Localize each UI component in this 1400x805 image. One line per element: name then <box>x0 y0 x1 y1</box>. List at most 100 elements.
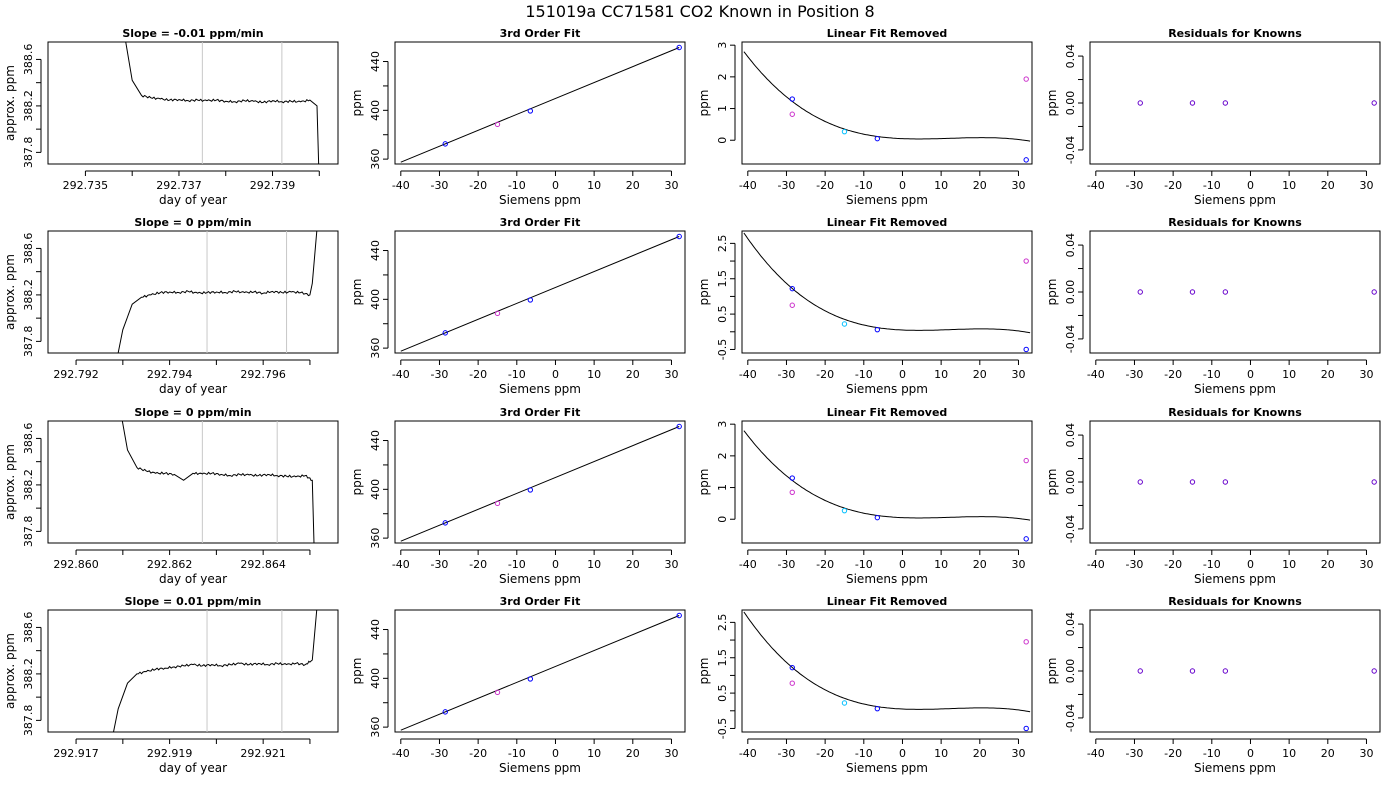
panel-2-2: 3rd Order Fit -40 -30 -20 -10 0 10 20 30 360 400 44… <box>350 216 686 396</box>
panel-2-4-plot-area <box>1137 289 1377 295</box>
panel-2-2-fit-line <box>400 236 680 352</box>
panel-4-3-x-tick-label: 30 <box>1011 747 1025 760</box>
panel-4-2-point <box>527 676 534 682</box>
panel-1-1-x-tick-label: 292.735 <box>63 179 109 192</box>
panel-3-4-plot-area <box>1137 479 1377 485</box>
panel-4-1-x-tick-label: 292.919 <box>147 747 193 760</box>
panel-2-1-x-tick-label: 292.796 <box>240 368 286 381</box>
panel-3-4-x-tick-label: -10 <box>1203 558 1221 571</box>
panel-2-4-title: Residuals for Knowns <box>1168 216 1302 229</box>
panel-1-2-y-tick-label: 360 <box>369 149 382 170</box>
panel-2-2-y-tick-label: 360 <box>369 338 382 359</box>
panel-1-1-y-tick-label: 388.2 <box>22 90 35 122</box>
panel-2-3-y-tick-label: -0.5 <box>716 339 729 360</box>
panel-4-3-y-label: ppm <box>697 658 711 685</box>
panel-4-3-title: Linear Fit Removed <box>827 595 948 608</box>
panel-4-4-x-tick-label: 10 <box>1282 747 1296 760</box>
panel-4-3-plot-area <box>743 611 1031 732</box>
panel-4-1-title: Slope = 0.01 ppm/min <box>125 595 262 608</box>
panel-1-3-point <box>789 96 795 102</box>
panel-3-4-x-tick-label: -40 <box>1087 558 1105 571</box>
panel-4-1-x-tick-label: 292.917 <box>53 747 99 760</box>
panel-2-2-point <box>676 233 682 240</box>
panel-4-4-x-tick-label: 20 <box>1321 747 1335 760</box>
panel-2-2-y-tick-label: 400 <box>369 289 382 310</box>
panel-1-3-y-tick-label: 1 <box>716 105 729 112</box>
panel-1-4-point <box>1137 100 1143 106</box>
panel-3-4-x-tick-label: -20 <box>1164 558 1182 571</box>
panel-4-3-x-tick-label: -30 <box>777 747 795 760</box>
panel-3-3-x-tick-label: -30 <box>777 558 795 571</box>
panel-2-3-x-label: Siemens ppm <box>846 382 928 396</box>
panel-1-3-y-tick-label: 0 <box>716 137 729 144</box>
panel-4-3: Linear Fit Removed -40 -30 -20 -10 0 10 20 30 -0.… <box>697 595 1033 775</box>
panel-2-1-x-tick-label: 292.794 <box>147 368 193 381</box>
panel-1-2-x-tick-label: -30 <box>430 179 448 192</box>
panel-3-1-y-label: approx. ppm <box>3 444 17 520</box>
panel-3-4-x-tick-label: 20 <box>1321 558 1335 571</box>
panel-4-4-x-tick-label: 0 <box>1247 747 1254 760</box>
panel-1-3-x-tick-label: -40 <box>739 179 757 192</box>
panel-2-4-point <box>1137 289 1143 295</box>
panel-4-4: Residuals for Knowns -40 -30 -20 -10 0 10 20 30 -… <box>1045 595 1381 775</box>
panel-2-2-frame <box>394 230 686 354</box>
panel-4-4-point <box>1137 668 1143 674</box>
panel-3-4-x-tick-label: 0 <box>1247 558 1254 571</box>
panel-3-2-x-tick-label: 20 <box>626 558 640 571</box>
panel-1-3-x-tick-label: -10 <box>855 179 873 192</box>
panel-1-2-point <box>442 141 448 147</box>
panel-1-3-x-tick-label: -20 <box>816 179 834 192</box>
panel-2-4-y-tick-label: -0.04 <box>1064 325 1077 353</box>
panel-3-2-point <box>494 500 501 507</box>
panel-4-3-y-tick-label: 1.5 <box>716 649 729 667</box>
panel-1-4-x-tick-label: -40 <box>1087 179 1105 192</box>
panel-1-1-x-label: day of year <box>159 193 227 207</box>
panel-4-2-plot-area <box>400 612 682 731</box>
panel-2-3-x-tick-label: 0 <box>899 368 906 381</box>
panel-3-4-x-tick-label: -30 <box>1125 558 1143 571</box>
panel-1-1-y-tick-label: 387.8 <box>22 137 35 169</box>
panel-2-4-y-label: ppm <box>1045 279 1059 306</box>
panel-4-1-x-tick-label: 292.921 <box>240 747 286 760</box>
panel-3-2-point <box>676 423 682 430</box>
panel-3-3-plot-area <box>743 430 1031 542</box>
panel-1-1-title: Slope = -0.01 ppm/min <box>122 27 263 40</box>
panel-2-4-x-tick-label: 30 <box>1359 368 1373 381</box>
panel-2-2-x-tick-label: 0 <box>552 368 559 381</box>
panel-2-4-x-label: Siemens ppm <box>1194 382 1276 396</box>
panel-2-3-x-tick-label: 20 <box>973 368 987 381</box>
panel-1-3-title: Linear Fit Removed <box>827 27 948 40</box>
panel-1-4-x-tick-label: 0 <box>1247 179 1254 192</box>
panel-3-2-plot-area <box>400 423 682 542</box>
panel-4-3-x-label: Siemens ppm <box>846 761 928 775</box>
panel-3-2: 3rd Order Fit -40 -30 -20 -10 0 10 20 30 360 400 44… <box>350 406 686 586</box>
panel-4-3-x-tick-label: 10 <box>934 747 948 760</box>
panel-1-3-x-label: Siemens ppm <box>846 193 928 207</box>
panel-4-1-y-label: approx. ppm <box>3 633 17 709</box>
panel-4-1: Slope = 0.01 ppm/min 292.917 292.919 292.92… <box>3 595 339 775</box>
panel-1-3-fit-curve <box>743 51 1031 142</box>
panel-1-3-y-tick-label: 2 <box>716 73 729 80</box>
panel-3-1-title: Slope = 0 ppm/min <box>134 406 251 419</box>
panel-4-2: 3rd Order Fit -40 -30 -20 -10 0 10 20 30 360 400 44… <box>350 595 686 775</box>
panel-2-1-y-label: approx. ppm <box>3 254 17 330</box>
panel-3-2-title: 3rd Order Fit <box>500 406 581 419</box>
panel-4-3-y-tick-label: 0.5 <box>716 684 729 702</box>
panel-4-4-x-tick-label: 30 <box>1359 747 1373 760</box>
panel-4-4-y-tick-label: -0.04 <box>1064 704 1077 732</box>
panel-2-3-x-tick-label: -30 <box>777 368 795 381</box>
panel-4-3-y-tick-label: 2.5 <box>716 614 729 632</box>
panel-1-4-frame <box>1089 41 1381 165</box>
panel-4-2-frame <box>394 609 686 733</box>
panel-4-2-point <box>676 612 682 619</box>
panel-3-3-point <box>789 475 795 481</box>
panel-4-4-x-tick-label: -10 <box>1203 747 1221 760</box>
panel-4-4-x-tick-label: -20 <box>1164 747 1182 760</box>
panel-3-3-x-tick-label: -20 <box>816 558 834 571</box>
panel-2-1-frame <box>47 230 339 354</box>
panel-2-4-point <box>1371 289 1377 295</box>
panel-1-3-x-tick-label: 0 <box>899 179 906 192</box>
panel-4-2-y-tick-label: 440 <box>369 619 382 640</box>
panel-2-4-x-tick-label: -30 <box>1125 368 1143 381</box>
panel-3-2-x-tick-label: 30 <box>664 558 678 571</box>
